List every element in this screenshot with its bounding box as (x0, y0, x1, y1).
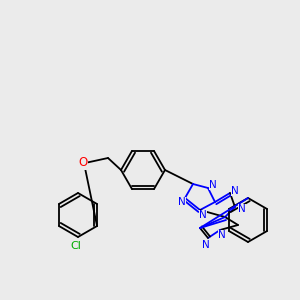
Text: N: N (199, 210, 207, 220)
Text: N: N (238, 204, 246, 214)
Text: O: O (78, 157, 88, 169)
Text: Cl: Cl (70, 241, 81, 251)
Text: N: N (202, 240, 210, 250)
Text: N: N (231, 186, 239, 196)
Text: N: N (209, 180, 217, 190)
Text: N: N (218, 230, 226, 240)
Text: N: N (178, 197, 186, 207)
